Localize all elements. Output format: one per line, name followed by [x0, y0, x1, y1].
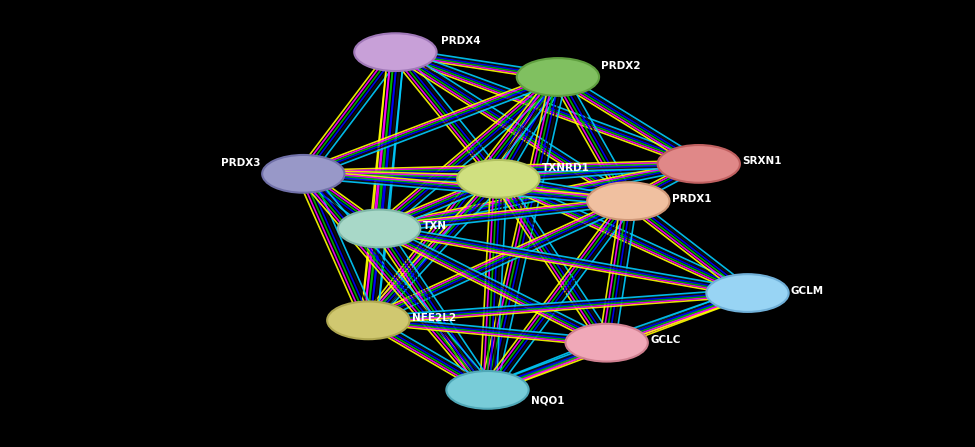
- Text: GCLC: GCLC: [650, 335, 681, 345]
- Circle shape: [706, 274, 789, 312]
- Circle shape: [354, 33, 437, 71]
- Circle shape: [587, 182, 670, 220]
- Circle shape: [338, 210, 420, 247]
- Text: NFE2L2: NFE2L2: [411, 313, 455, 323]
- Text: PRDX2: PRDX2: [602, 61, 641, 71]
- Circle shape: [328, 301, 410, 339]
- Text: PRDX3: PRDX3: [220, 158, 260, 168]
- Text: TXN: TXN: [422, 221, 447, 231]
- Circle shape: [457, 160, 539, 198]
- Text: GCLM: GCLM: [791, 286, 824, 295]
- Circle shape: [566, 324, 647, 362]
- Text: NQO1: NQO1: [530, 396, 565, 406]
- Text: PRDX1: PRDX1: [672, 194, 711, 204]
- Text: SRXN1: SRXN1: [742, 156, 782, 166]
- Circle shape: [262, 155, 344, 193]
- Circle shape: [447, 371, 528, 409]
- Text: TXNRD1: TXNRD1: [542, 163, 590, 173]
- Text: PRDX4: PRDX4: [441, 36, 481, 46]
- Circle shape: [657, 145, 740, 183]
- Circle shape: [517, 58, 599, 96]
